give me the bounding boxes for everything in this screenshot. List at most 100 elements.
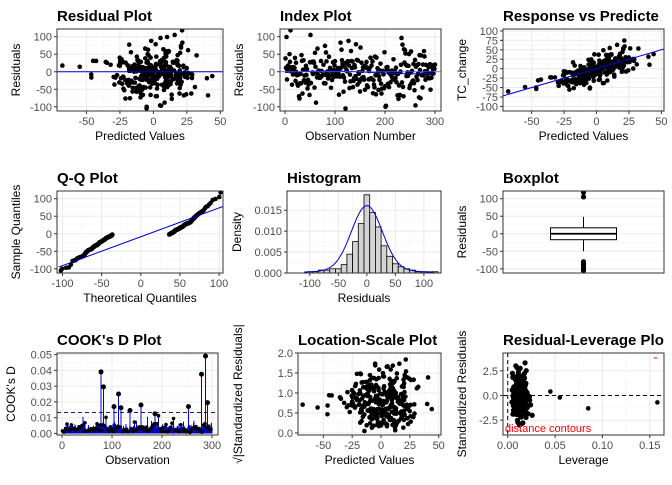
- data-point: [411, 414, 416, 420]
- y-tick-label: -100: [476, 101, 498, 113]
- histogram-bar: [357, 223, 365, 273]
- x-tick-label: 50: [174, 278, 186, 290]
- data-point: [388, 80, 393, 85]
- data-point: [146, 52, 151, 58]
- data-point: [585, 406, 591, 411]
- data-layer: [300, 357, 435, 434]
- data-point: [147, 85, 153, 90]
- data-layer: [57, 353, 218, 435]
- data-point: [425, 375, 431, 380]
- data-point: [607, 45, 613, 51]
- data-point: [565, 83, 571, 89]
- data-point: [400, 42, 405, 47]
- data-point: [388, 367, 393, 372]
- data-point: [380, 370, 386, 376]
- data-point: [292, 65, 297, 71]
- data-point: [371, 423, 376, 429]
- data-point: [409, 68, 415, 74]
- data-point: [200, 430, 204, 434]
- data-point: [397, 361, 402, 367]
- x-tick-label: -100: [299, 278, 321, 290]
- x-tick-label: 25: [623, 116, 635, 128]
- y-tick-label: -100: [253, 102, 275, 114]
- y-tick-label: 0.03: [31, 381, 52, 393]
- data-point: [144, 104, 149, 110]
- data-point: [432, 62, 438, 67]
- data-point: [513, 363, 519, 369]
- contour-annotation: distance contours: [505, 423, 592, 435]
- data-point: [646, 54, 651, 59]
- data-point: [164, 80, 170, 86]
- data-point: [157, 71, 162, 77]
- data-point: [167, 428, 171, 433]
- data-point: [131, 429, 135, 434]
- data-point: [337, 395, 343, 400]
- data-point: [429, 406, 435, 412]
- histogram-bar: [329, 268, 336, 273]
- data-point: [155, 421, 159, 426]
- data-point: [181, 64, 186, 70]
- y-tick-label: 0.015: [254, 205, 282, 217]
- data-point: [384, 422, 390, 427]
- data-point: [380, 402, 385, 408]
- panel-title: Residual-Leverage Plo: [503, 332, 664, 349]
- data-point: [374, 384, 380, 389]
- panel-border: [286, 190, 442, 274]
- fit-line: [503, 48, 664, 97]
- data-point: [623, 55, 629, 61]
- data-point: [192, 84, 198, 90]
- data-point: [376, 87, 381, 93]
- data-point: [418, 53, 424, 58]
- data-point: [376, 387, 381, 393]
- data-point: [154, 54, 159, 59]
- data-point: [630, 66, 636, 71]
- data-point: [347, 409, 353, 415]
- panel-border: [56, 28, 224, 112]
- x-tick-label: 0: [59, 440, 65, 452]
- data-point: [139, 87, 145, 92]
- data-point: [348, 48, 354, 54]
- data-point: [514, 387, 520, 393]
- data-point: [292, 55, 298, 61]
- data-point: [289, 82, 295, 87]
- data-point: [121, 87, 127, 93]
- panel-border: [56, 190, 224, 274]
- data-point: [117, 425, 122, 429]
- data-point: [404, 406, 410, 411]
- data-point: [194, 53, 199, 58]
- data-point: [520, 420, 526, 426]
- x-tick-label: 0: [364, 278, 370, 290]
- data-point: [156, 413, 161, 418]
- x-tick-label: 0.15: [639, 440, 660, 452]
- y-tick-label: 100: [34, 194, 52, 206]
- data-point: [164, 422, 168, 427]
- data-point: [158, 35, 163, 41]
- data-point: [298, 71, 303, 77]
- data-point: [108, 62, 113, 68]
- data-point: [527, 402, 534, 408]
- panel-border: [279, 28, 442, 112]
- data-point: [179, 422, 183, 427]
- data-point: [81, 429, 86, 434]
- data-point: [583, 73, 589, 78]
- x-tick-label: -25: [556, 116, 572, 128]
- data-point: [522, 380, 528, 386]
- x-axis-label: Observation: [105, 453, 170, 467]
- panel-title: Response vs Predicte: [503, 8, 659, 25]
- axes: -100 -50 0 50 100 -100 -50 0 50 100: [30, 194, 228, 290]
- data-point: [362, 428, 367, 434]
- data-point: [636, 46, 641, 51]
- data-point: [157, 62, 162, 67]
- data-point: [406, 63, 411, 69]
- data-point: [522, 360, 528, 366]
- data-point: [589, 59, 595, 65]
- data-point: [197, 426, 201, 431]
- y-tick-label: 0.5: [278, 408, 293, 420]
- data-point: [185, 429, 189, 434]
- data-point: [647, 62, 652, 68]
- data-point: [391, 57, 396, 62]
- data-point: [299, 52, 304, 58]
- data-point: [169, 66, 174, 72]
- data-point: [394, 371, 400, 376]
- data-point: [369, 412, 374, 418]
